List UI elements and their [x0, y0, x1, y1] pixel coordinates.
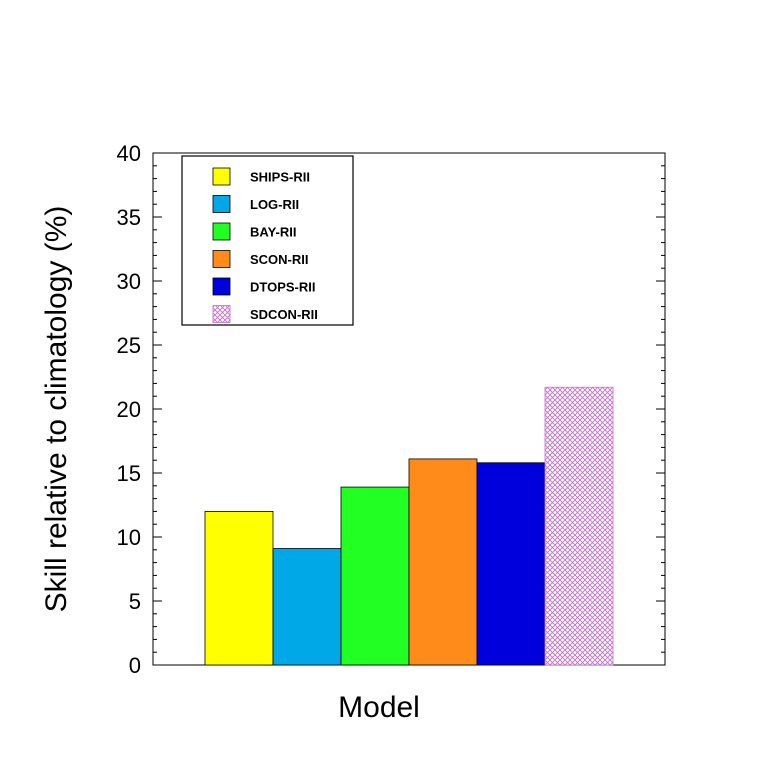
legend-swatch [212, 277, 231, 296]
y-tick-label: 35 [117, 205, 141, 230]
y-axis-ticks [153, 152, 665, 666]
legend-box [181, 155, 354, 326]
legend-label: LOG-RII [250, 197, 299, 212]
bar-log-rii [272, 548, 342, 666]
legend-label: SDCON-RII [250, 307, 318, 322]
y-tick-label: 25 [117, 333, 141, 358]
x-axis-title: Model [338, 691, 420, 724]
bar-sdcon-rii [544, 386, 614, 666]
y-tick-label: 30 [117, 269, 141, 294]
legend-swatch [212, 167, 231, 186]
legend-swatch [212, 195, 231, 213]
legend: SHIPS-RII LOG-RII BAY-RII SCON-RII DTOPS-RII… [181, 155, 354, 326]
legend-label: SCON-RII [250, 252, 309, 267]
bar-ships-rii [204, 510, 274, 666]
legend-swatch [212, 305, 231, 323]
bar-bay-rii [340, 486, 410, 666]
y-axis-title: Skill relative to climatology (%) [40, 206, 73, 613]
legend-label: DTOPS-RII [250, 280, 316, 295]
y-tick-label: 0 [129, 653, 141, 678]
y-tick-label: 40 [117, 141, 141, 166]
y-tick-label: 10 [117, 525, 141, 550]
legend-swatch [212, 250, 231, 268]
y-tick-label: 5 [129, 589, 141, 614]
bar-dtops-rii [476, 462, 546, 666]
bars [204, 386, 614, 666]
bar-scon-rii [408, 458, 478, 666]
y-axis-tick-labels: 0 5 10 15 20 25 30 35 40 [117, 141, 141, 678]
legend-label: BAY-RII [250, 225, 296, 240]
legend-swatch [212, 222, 231, 241]
y-tick-label: 20 [117, 397, 141, 422]
legend-label: SHIPS-RII [250, 170, 310, 185]
y-tick-label: 15 [117, 461, 141, 486]
